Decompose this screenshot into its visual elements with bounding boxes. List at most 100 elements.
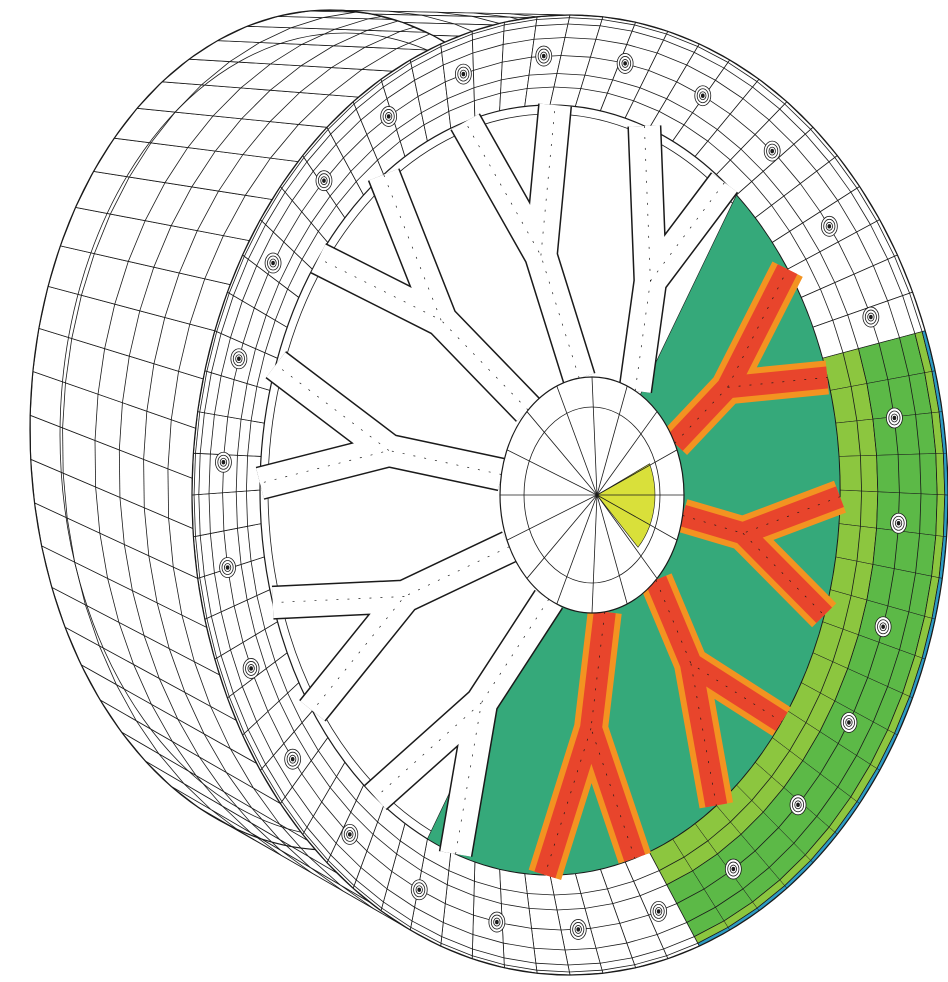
flange-mesh bbox=[694, 920, 725, 937]
flange-mesh bbox=[443, 922, 474, 935]
flange-mesh bbox=[247, 420, 252, 456]
flange-mesh bbox=[209, 414, 215, 455]
hub-mesh bbox=[596, 494, 628, 605]
flange-mesh bbox=[723, 67, 753, 88]
flange-mesh bbox=[899, 611, 910, 650]
flange-mesh bbox=[503, 38, 535, 45]
flange-mesh bbox=[909, 293, 923, 332]
barrel-mesh bbox=[178, 324, 191, 372]
barrel-mesh bbox=[114, 261, 129, 305]
barrel-mesh bbox=[473, 12, 510, 18]
flange-mesh bbox=[214, 572, 222, 612]
barrel-mesh bbox=[148, 555, 158, 603]
flange-mesh bbox=[535, 23, 569, 27]
bolt bbox=[417, 887, 422, 892]
flange-mesh bbox=[569, 969, 603, 973]
flange-mesh bbox=[336, 181, 357, 206]
spoke-mesh bbox=[655, 579, 782, 806]
flange-mesh bbox=[233, 259, 249, 296]
flange-mesh bbox=[253, 273, 269, 309]
barrel-mesh bbox=[118, 449, 121, 498]
flange-mesh bbox=[440, 942, 473, 957]
flange-mesh bbox=[802, 222, 821, 253]
barrel-mesh bbox=[210, 809, 240, 832]
flange-mesh bbox=[474, 880, 501, 890]
flange-mesh bbox=[256, 352, 266, 387]
barrel-mesh bbox=[143, 635, 160, 679]
flange-mesh bbox=[853, 273, 869, 309]
bolt bbox=[796, 802, 800, 808]
spokes bbox=[255, 103, 847, 880]
barrel-mesh bbox=[195, 775, 223, 807]
flange-mesh bbox=[902, 655, 916, 694]
flange-mesh bbox=[216, 657, 230, 697]
spoke-mesh bbox=[318, 174, 529, 411]
flange-mesh bbox=[850, 561, 858, 596]
flange-mesh bbox=[870, 729, 889, 765]
flange-mesh bbox=[223, 416, 229, 455]
flange-mesh bbox=[210, 616, 222, 656]
flange-mesh bbox=[327, 860, 355, 886]
flange-mesh bbox=[810, 129, 836, 158]
flange-mesh bbox=[264, 629, 276, 662]
flange-mesh bbox=[816, 786, 839, 817]
flange-mesh bbox=[500, 88, 528, 94]
flange-mesh bbox=[256, 595, 266, 630]
barrel-mesh bbox=[139, 267, 155, 311]
flange-mesh bbox=[663, 936, 695, 950]
flange-mesh bbox=[199, 371, 208, 413]
bolt bbox=[386, 114, 391, 119]
flange-mesh bbox=[256, 231, 274, 266]
flange-mesh bbox=[235, 455, 238, 492]
flange-mesh bbox=[834, 668, 849, 702]
flange-mesh bbox=[529, 73, 558, 76]
flange-mesh bbox=[567, 23, 601, 27]
barrel-mesh bbox=[437, 11, 473, 17]
flange-mesh bbox=[703, 871, 731, 890]
flange-mesh bbox=[243, 733, 263, 769]
spoke-mesh bbox=[674, 269, 828, 444]
flange-mesh bbox=[779, 108, 806, 135]
flange-mesh bbox=[837, 241, 855, 275]
flange-mesh bbox=[350, 811, 374, 835]
flange-mesh bbox=[278, 700, 295, 732]
barrel-mesh bbox=[133, 664, 152, 705]
bolt bbox=[237, 356, 241, 361]
flange-mesh bbox=[602, 19, 635, 26]
flange-mesh bbox=[536, 969, 570, 973]
flange-mesh bbox=[876, 733, 895, 769]
flange-mesh bbox=[355, 879, 384, 903]
flange-mesh bbox=[383, 901, 413, 922]
flange-mesh bbox=[448, 870, 475, 882]
flange-mesh bbox=[858, 348, 868, 384]
bolt bbox=[869, 314, 873, 320]
flange-mesh bbox=[802, 731, 821, 761]
flange-mesh bbox=[472, 24, 505, 35]
flange-mesh bbox=[897, 454, 900, 493]
barrel-mesh bbox=[158, 678, 179, 720]
flange-mesh bbox=[472, 30, 504, 41]
flange-mesh bbox=[850, 764, 871, 798]
flange-mesh bbox=[535, 962, 569, 966]
flange-mesh bbox=[336, 776, 357, 801]
flange-mesh bbox=[915, 414, 921, 455]
flange-mesh bbox=[536, 17, 570, 20]
flange-mesh bbox=[214, 375, 222, 415]
barrel-mesh bbox=[177, 718, 200, 758]
flange-mesh bbox=[626, 44, 658, 54]
flange-mesh bbox=[656, 922, 687, 935]
flange-mesh bbox=[856, 420, 861, 456]
flange-mesh bbox=[473, 79, 502, 89]
flange-mesh bbox=[639, 884, 667, 897]
flange-mesh bbox=[602, 964, 635, 971]
barrel-mesh bbox=[116, 684, 137, 721]
flange-mesh bbox=[253, 677, 269, 712]
flange-mesh bbox=[590, 56, 620, 63]
flange bbox=[191, 14, 948, 976]
flange-mesh bbox=[860, 455, 862, 492]
barrel-mesh bbox=[109, 176, 130, 215]
hub-mesh bbox=[591, 376, 598, 496]
barrel-mesh bbox=[153, 225, 172, 268]
flange-mesh bbox=[866, 564, 874, 601]
